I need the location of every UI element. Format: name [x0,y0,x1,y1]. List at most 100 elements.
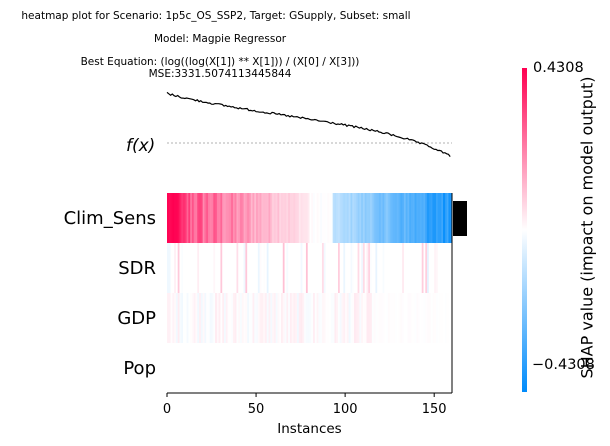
heatmap-cell-pop [323,343,326,393]
heatmap-cell-sdr [172,243,175,293]
heatmap-cell-pop [213,343,216,393]
heatmap-cell-gdp [396,293,399,343]
heatmap-cell-clim-sens [409,193,412,243]
heatmap-cell-pop [450,343,453,393]
heatmap-cell-gdp [231,293,234,343]
heatmap-cell-sdr [311,243,314,293]
heatmap-cell-pop [216,343,220,393]
heatmap-cell-pop [350,343,353,393]
heatmap-cell-gdp [416,293,419,343]
heatmap-cell-pop [321,343,325,393]
heatmap-cell-pop [193,343,196,393]
heatmap-cell-sdr [277,243,280,293]
heatmap-cell-sdr [225,243,228,293]
heatmap-cell-sdr [396,243,399,293]
heatmap-cell-gdp [427,293,430,343]
heatmap-cell-clim-sens [421,193,424,243]
heatmap-cell-clim-sens [430,193,433,243]
heatmap-cell-gdp [355,293,358,343]
heatmap-cell-pop [336,343,339,393]
heatmap-cell-sdr [427,243,430,293]
heatmap-cell-sdr [332,243,335,293]
heatmap-cell-clim-sens [170,193,173,243]
heatmap-cell-pop [443,343,446,393]
heatmap-cell-clim-sens [293,193,296,243]
heatmap-cell-clim-sens [432,193,435,243]
heatmap-cell-pop [184,343,187,393]
heatmap-cell-gdp [236,293,239,343]
feature-label-sdr: SDR [118,258,156,279]
heatmap-cell-gdp [412,293,415,343]
heatmap-cell-gdp [295,293,298,343]
heatmap-cell-gdp [377,293,380,343]
heatmap-cell-gdp [172,293,175,343]
heatmap-cell-pop [332,343,335,393]
heatmap-cell-clim-sens [378,193,382,243]
heatmap-cell-sdr [309,243,312,293]
heatmap-cell-sdr [338,243,341,293]
heatmap-cell-gdp [346,293,350,343]
heatmap-cell-pop [234,343,237,393]
heatmap-cell-pop [425,343,428,393]
heatmap-cell-sdr [387,243,391,293]
heatmap-cell-gdp [288,293,291,343]
heatmap-cell-sdr [354,243,357,293]
heatmap-cell-gdp [245,293,248,343]
heatmap-cell-sdr [216,243,220,293]
heatmap-cell-pop [275,343,278,393]
heatmap-cell-pop [387,343,391,393]
heatmap-cell-sdr [289,243,293,293]
colorbar [522,68,527,392]
heatmap-cell-sdr [215,243,218,293]
heatmap-cell-pop [362,343,366,393]
heatmap-cell-clim-sens [348,193,351,243]
heatmap-cell-sdr [366,243,369,293]
heatmap-cell-clim-sens [345,193,348,243]
heatmap-cell-gdp [181,293,184,343]
heatmap-cell-clim-sens [419,193,423,243]
heatmap-cell-gdp [215,293,218,343]
heatmap-cell-gdp [298,293,301,343]
heatmap-cell-pop [206,343,209,393]
heatmap-cell-sdr [391,243,394,293]
heatmap-cell-gdp [309,293,312,343]
heatmap-cell-sdr [316,243,319,293]
heatmap-cell-clim-sens [168,193,171,243]
heatmap-cell-sdr [207,243,211,293]
heatmap-cell-clim-sens [277,193,280,243]
heatmap-cell-clim-sens [264,193,268,243]
heatmap-cell-clim-sens [311,193,314,243]
heatmap-cell-gdp [423,293,426,343]
heatmap-cell-gdp [330,293,334,343]
heatmap-cell-clim-sens [222,193,225,243]
heatmap-cell-sdr [238,243,241,293]
heatmap-cell-clim-sens [259,193,262,243]
heatmap-cell-gdp [323,293,326,343]
heatmap-cell-sdr [252,243,255,293]
heatmap-cell-pop [368,343,371,393]
heatmap-cell-clim-sens [220,193,223,243]
heatmap-cell-clim-sens [359,193,362,243]
heatmap-cell-clim-sens [396,193,399,243]
heatmap-cell-sdr [213,243,216,293]
heatmap-cell-sdr [304,243,307,293]
heatmap-cell-pop [334,343,337,393]
heatmap-cell-clim-sens [323,193,326,243]
heatmap-cell-pop [343,343,346,393]
heatmap-cell-gdp [200,293,204,343]
heatmap-cell-clim-sens [213,193,216,243]
heatmap-cell-sdr [432,243,435,293]
heatmap-cell-pop [435,343,439,393]
heatmap-cell-sdr [241,243,244,293]
heatmap-cell-gdp [305,293,309,343]
heatmap-cell-pop [407,343,410,393]
heatmap-cell-sdr [247,243,250,293]
heatmap-cell-clim-sens [206,193,209,243]
heatmap-cell-clim-sens [279,193,282,243]
heatmap-cell-clim-sens [175,193,179,243]
heatmap-cell-sdr [314,243,318,293]
heatmap-cell-clim-sens [263,193,266,243]
heatmap-cell-pop [268,343,271,393]
heatmap-cell-gdp [313,293,316,343]
heatmap-cell-sdr [313,243,316,293]
